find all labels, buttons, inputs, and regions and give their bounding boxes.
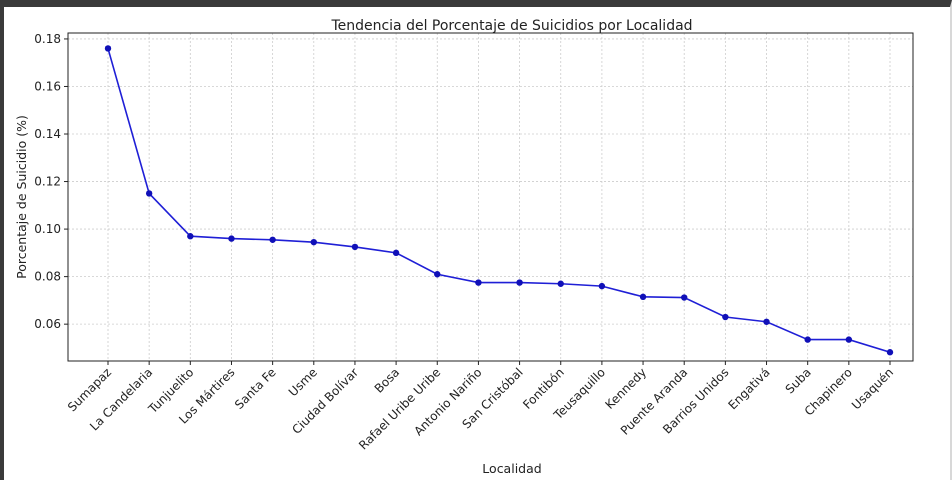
y-tick-label: 0.12 — [34, 175, 61, 189]
data-point — [104, 45, 112, 52]
data-point — [557, 280, 564, 287]
data-point — [187, 233, 194, 240]
data-point — [681, 294, 688, 301]
data-point — [269, 236, 276, 243]
data-point — [434, 271, 441, 278]
data-point — [475, 279, 482, 286]
y-tick-label: 0.10 — [34, 222, 61, 236]
y-axis-label: Porcentaje de Suicidio (%) — [14, 115, 29, 279]
y-tick-label: 0.18 — [34, 32, 61, 46]
x-tick-label: Suba — [783, 365, 814, 396]
series-line — [107, 48, 891, 353]
y-tick-label: 0.14 — [34, 127, 61, 141]
data-point — [722, 313, 729, 321]
data-point — [598, 282, 606, 290]
data-point — [310, 238, 317, 246]
x-tick-label: Bosa — [372, 365, 403, 396]
data-point — [392, 249, 400, 257]
y-axis-ticks: 0.06 0.08 0.10 0.12 0.14 0.16 0.18 — [34, 32, 68, 331]
x-tick-label: Santa Fe — [232, 365, 279, 412]
grid-lines — [68, 33, 913, 361]
data-point — [804, 336, 811, 343]
data-point — [763, 318, 770, 325]
x-tick-label: Usme — [286, 365, 320, 399]
data-point — [228, 235, 235, 242]
data-point — [516, 279, 523, 286]
data-point — [886, 349, 894, 356]
data-point — [639, 293, 647, 301]
x-tick-label: Engativá — [726, 365, 773, 412]
data-point — [845, 336, 853, 343]
x-tick-label: Usaquén — [849, 365, 896, 412]
plot-area — [67, 32, 914, 362]
chart-title: Tendencia del Porcentaje de Suicidios po… — [330, 18, 692, 34]
data-point — [145, 190, 153, 197]
y-tick-label: 0.08 — [34, 270, 61, 284]
series-markers — [104, 45, 894, 356]
y-tick-label: 0.16 — [34, 79, 61, 93]
x-axis-label: Localidad — [482, 461, 541, 476]
y-tick-label: 0.06 — [34, 317, 61, 331]
data-point — [351, 243, 359, 251]
